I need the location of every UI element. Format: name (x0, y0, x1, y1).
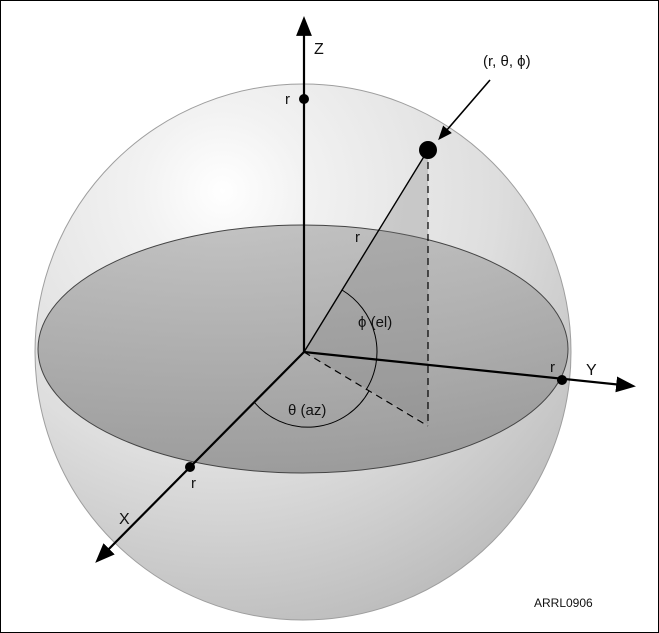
azimuth-label: θ (az) (288, 402, 326, 419)
azimuth-angle-arc (253, 390, 370, 428)
y-radius-marker (557, 375, 567, 385)
y-axis (303, 350, 636, 393)
point-radius-label: r (355, 229, 360, 246)
y-radius-label: r (550, 359, 555, 376)
point-coordinate-label: (r, θ, ϕ) (483, 53, 531, 70)
elevation-angle-arc (341, 289, 378, 391)
x-axis (95, 351, 305, 563)
z-radius-marker (299, 94, 309, 104)
x-radius-marker (185, 462, 195, 472)
elevation-label: ϕ (el) (358, 314, 392, 331)
z-axis-label: Z (314, 41, 324, 58)
azimuth-projection-line (303, 351, 429, 427)
figure-id-label: ARRL0906 (534, 596, 593, 610)
point-marker (419, 141, 437, 159)
y-axis-label: Y (586, 362, 597, 379)
z-radius-label: r (285, 91, 290, 108)
x-axis-label: X (119, 511, 130, 528)
x-radius-label: r (191, 475, 196, 492)
point-pointer-arrow (438, 79, 491, 141)
radius-line (303, 149, 429, 353)
